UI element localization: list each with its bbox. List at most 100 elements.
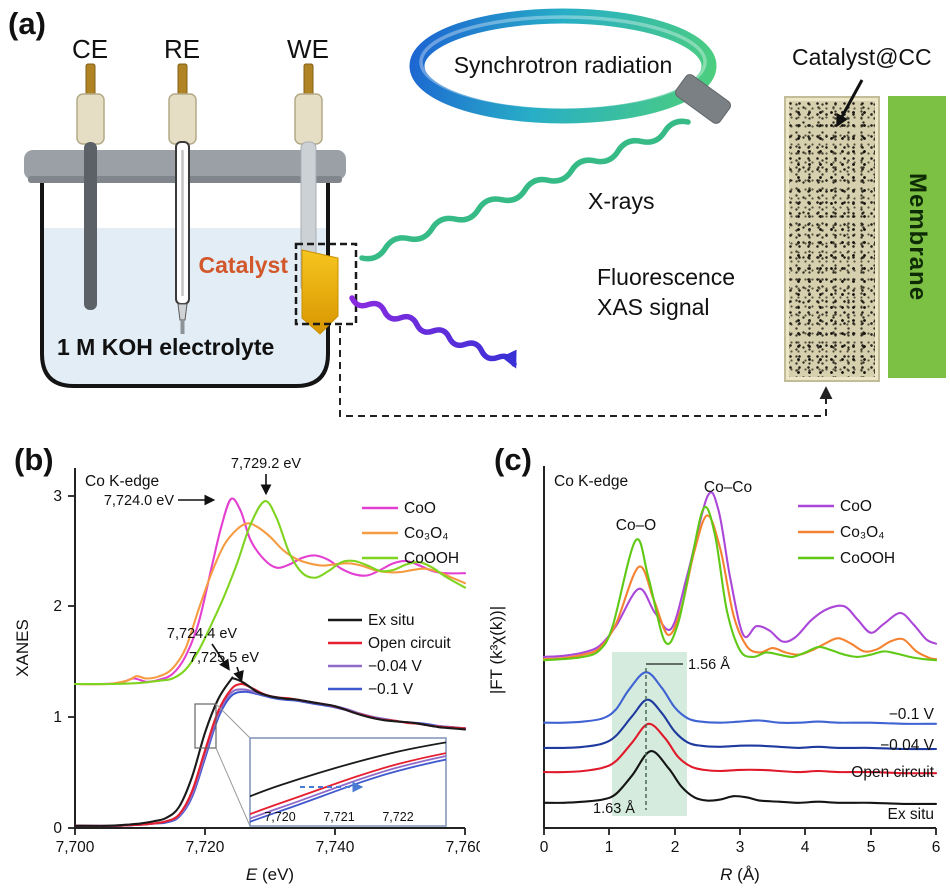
b-title: Co K-edge — [85, 473, 159, 490]
c-x-tick-label: 5 — [867, 839, 876, 856]
membrane-bar: Membrane — [888, 96, 946, 378]
b-annotation-insitu-peak1: 7,724.4 eV — [167, 626, 237, 642]
b-annotation-ref-peak2: 7,729.2 eV — [231, 456, 301, 472]
fluorescence-label-line2: XAS signal — [597, 294, 710, 320]
ce-rod — [84, 142, 97, 310]
c-curve-label-m01v: −0.1 V — [889, 706, 935, 723]
series-Ex situ — [73, 676, 467, 827]
panel-b-label: (b) — [14, 442, 54, 477]
b-y-tick-label: 1 — [53, 709, 62, 726]
b-legend-label-coooh: CoOOH — [404, 550, 459, 567]
highlight-band — [612, 652, 687, 816]
b-annotation-arrow — [233, 666, 244, 683]
panel-a-label: (a) — [8, 6, 46, 41]
c-x-axis-label: R (Å) — [720, 865, 760, 884]
inset-source-box — [194, 703, 217, 749]
b-series-group — [73, 497, 467, 827]
exafs-chart: 0 1 2 3 4 5 6 R (Å) |FT (k³χ(k))| Co K-e… — [486, 438, 948, 889]
c-peak-label-coo: Co–O — [616, 517, 657, 534]
b-x-axis-label: E (eV) — [246, 865, 294, 884]
series-CoOOH — [542, 505, 938, 662]
synchrotron-ring — [409, 8, 717, 124]
membrane-label: Membrane — [904, 172, 931, 302]
series-CoO — [542, 491, 938, 658]
c-curve-label-opencircuit: Open circuit — [851, 764, 934, 781]
c-title: Co K-edge — [554, 473, 628, 490]
re-cap — [168, 93, 197, 145]
re-tip-thin — [180, 320, 185, 334]
series--0.04 V — [542, 698, 938, 751]
b-x-tick-label: 7,760 — [446, 839, 480, 856]
b-legend-label-co3o4: Co₃O₄ — [404, 525, 449, 542]
b-y-axis-label: XANES — [13, 619, 32, 677]
c-x-tick-label: 1 — [605, 839, 614, 856]
series-Co3O4 — [542, 514, 938, 661]
c-annotation-peak-top: 1.56 Å — [688, 656, 730, 673]
synchrotron-ring-highlight — [419, 15, 707, 109]
we-cap — [294, 93, 323, 145]
panel-a-graphics — [24, 8, 864, 417]
c-legend-label-co3o4: Co₃O₄ — [840, 524, 885, 541]
re-tip — [177, 303, 188, 321]
b-legend-label-opencircuit: Open circuit — [368, 635, 451, 652]
beaker-outline — [40, 168, 330, 388]
b-legend-label-m004v: −0.04 V — [368, 658, 423, 675]
b-legend-label-m01v: −0.1 V — [368, 681, 414, 698]
series--0.1 V — [542, 671, 938, 725]
inset-connector — [215, 747, 251, 827]
b-x-tick-label: 7,720 — [186, 839, 225, 856]
catalyst-cc-label: Catalyst@CC — [792, 44, 932, 70]
c-legend-label-coo: CoO — [840, 498, 872, 515]
b-annotation-ref-peak1: 7,724.0 eV — [104, 493, 174, 509]
dashed-connector — [339, 326, 833, 417]
catalyst-dashed-box — [294, 242, 358, 326]
c-series-group — [542, 491, 938, 805]
c-legend-label-coooh: CoOOH — [840, 550, 895, 567]
ce-label: CE — [71, 34, 109, 64]
inset-x-tick-label: 7,722 — [382, 810, 413, 824]
carbon-cloth-image — [784, 96, 880, 382]
electrolyte-label: 1 M KOH electrolyte — [57, 334, 275, 360]
c-peak-label-coco: Co–Co — [704, 479, 752, 496]
synchrotron-label: Synchrotron radiation — [453, 52, 673, 78]
b-legend-label-exsitu: Ex situ — [368, 612, 415, 629]
c-x-tick-label: 6 — [932, 839, 941, 856]
beamline-port — [674, 74, 732, 124]
c-curve-label-m004v: −0.04 V — [880, 737, 935, 754]
xanes-chart: 7,700 7,720 7,740 7,760 0 1 2 3 E (eV) X… — [10, 438, 480, 889]
c-x-tick-label: 3 — [736, 839, 745, 856]
c-x-tick-label: 4 — [801, 839, 810, 856]
we-label: WE — [287, 34, 329, 64]
fluorescence-beam — [349, 295, 517, 369]
b-legend-label-coo: CoO — [404, 500, 436, 517]
c-x-tick-label: 0 — [540, 839, 549, 856]
xray-beam — [359, 118, 691, 262]
series-Ex situ — [542, 750, 938, 805]
catalyst-shape — [301, 249, 339, 335]
b-annotation-insitu-peak2: 7,725.5 eV — [189, 650, 259, 666]
inset-x-tick-label: 7,720 — [264, 810, 295, 824]
c-y-axis-label: |FT (k³χ(k))| — [487, 606, 506, 694]
b-x-tick-label: 7,700 — [56, 839, 95, 856]
c-x-tick-label: 2 — [671, 839, 680, 856]
series-CoOOH — [73, 500, 467, 686]
ce-cap — [76, 93, 105, 145]
b-y-tick-label: 0 — [53, 820, 62, 837]
inset-connector — [215, 703, 251, 739]
catalyst-label: Catalyst — [198, 252, 288, 278]
panel-c-label: (c) — [494, 442, 532, 477]
inset-box — [249, 737, 447, 827]
series-Co3O4 — [73, 522, 467, 686]
fluorescence-label-line1: Fluorescence — [597, 264, 736, 290]
b-y-tick-label: 3 — [53, 488, 62, 505]
xrays-label: X-rays — [588, 188, 655, 214]
c-annotation-peak-bottom: 1.63 Å — [593, 800, 635, 817]
c-curve-label-exsitu: Ex situ — [887, 806, 934, 823]
inset-x-tick-label: 7,721 — [323, 810, 354, 824]
catalyst-cc-arrow — [836, 79, 864, 128]
series-Open circuit — [542, 722, 938, 775]
re-label: RE — [163, 34, 201, 64]
b-y-tick-label: 2 — [53, 598, 62, 615]
b-annotation-arrow — [211, 643, 230, 671]
